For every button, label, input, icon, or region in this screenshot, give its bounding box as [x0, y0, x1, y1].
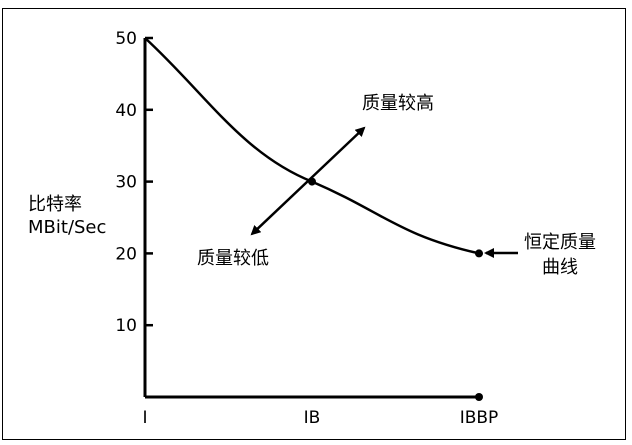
data-point-IBBP	[475, 249, 483, 258]
x-tick-label: I	[142, 408, 147, 428]
x-axis-end-dot	[475, 393, 483, 401]
x-ticks: I IB IBBP	[142, 408, 498, 428]
lower-quality-label: 质量较低	[197, 248, 269, 269]
x-tick-label: IBBP	[460, 408, 499, 428]
y-axis-label-line2: MBit/Sec	[28, 217, 106, 238]
lower-quality-arrow	[250, 180, 309, 236]
curve-label-line2: 曲线	[542, 257, 578, 278]
y-axis-label-line1: 比特率	[28, 194, 82, 215]
higher-quality-label: 质量较高	[362, 93, 434, 114]
y-tick-label: 30	[115, 173, 137, 193]
series-line	[144, 37, 480, 255]
higher-quality-arrow	[307, 126, 366, 182]
y-ticks: 10 20 30 40 50	[115, 29, 153, 336]
x-tick-label: IB	[304, 408, 321, 428]
y-tick-label: 40	[115, 101, 137, 121]
curve-label-line1: 恒定质量	[524, 232, 596, 253]
y-tick-label: 50	[115, 29, 137, 49]
y-tick-label: 20	[115, 244, 137, 264]
chart-frame	[2, 8, 626, 440]
y-tick-label: 10	[115, 316, 137, 336]
data-points	[308, 177, 483, 258]
